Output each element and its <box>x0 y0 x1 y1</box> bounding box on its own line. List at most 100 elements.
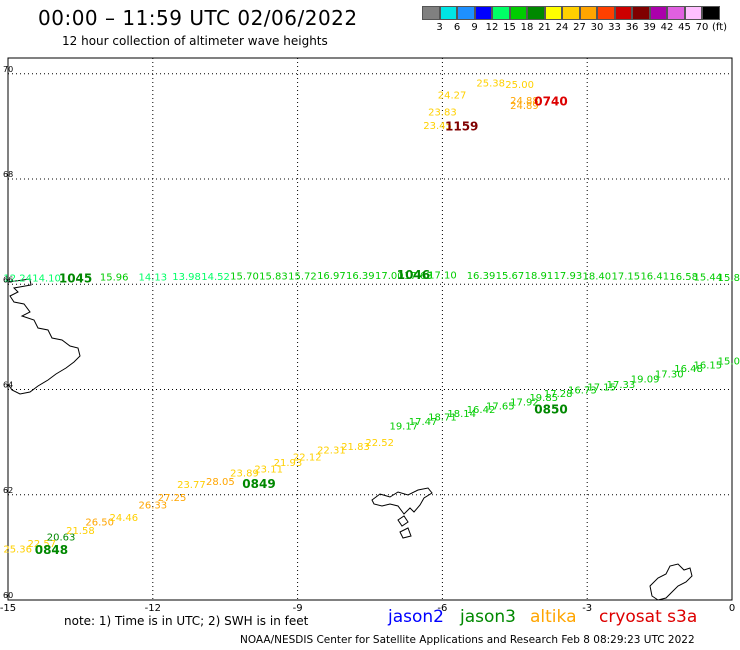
legend-label: 36 <box>625 22 639 33</box>
legend-label: 18 <box>520 22 534 33</box>
wave-height-value: 16.39 <box>467 271 496 282</box>
legend-label: 6 <box>453 22 461 33</box>
wave-height-value: 23.45 <box>423 121 452 132</box>
longitude-tick-label: -6 <box>437 603 447 614</box>
legend-label: 27 <box>573 22 586 33</box>
wave-height-value: 25.38 <box>476 78 505 89</box>
wave-height-value: 16.73 <box>568 386 597 397</box>
legend-label: 21 <box>538 22 551 33</box>
wave-height-value: 17.33 <box>607 380 636 391</box>
wave-height-value: 24.27 <box>438 91 467 102</box>
wave-height-value: 23.83 <box>428 107 457 118</box>
legend-swatch <box>632 6 650 20</box>
wave-height-value: 21.93 <box>274 458 303 469</box>
wave-height-value: 25.00 <box>505 80 534 91</box>
longitude-tick-label: -15 <box>0 603 16 614</box>
legend-swatch <box>544 6 562 20</box>
wave-height-value: 15.72 <box>288 272 317 283</box>
wave-height-value: 21.83 <box>341 442 370 453</box>
wave-height-value: 12.24 <box>3 274 32 285</box>
legend-label: 24 <box>555 22 569 33</box>
wave-height-value: 17.65 <box>486 402 515 413</box>
legend-swatch <box>614 6 632 20</box>
wave-height-value: 25.36 <box>3 545 32 556</box>
credit-line: NOAA/NESDIS Center for Satellite Applica… <box>240 634 695 646</box>
latitude-tick-label: 70 <box>3 65 13 74</box>
wave-height-value: 16.48 <box>674 364 703 375</box>
coastlines <box>7 278 693 601</box>
map-grid <box>7 57 733 601</box>
legend-label: 15 <box>503 22 516 33</box>
wave-height-value: 18.91 <box>525 271 554 282</box>
wave-height-value: 19.17 <box>389 422 418 433</box>
wave-height-value: 17.63 <box>404 271 433 282</box>
wave-height-value: 15.05 <box>718 356 740 367</box>
map-frame <box>7 57 733 601</box>
wave-height-value: 17.15 <box>611 272 640 283</box>
legend-label: 39 <box>643 22 656 33</box>
color-legend: 3 6 9 12 15 18 21 24 27 30 33 36 39 42 45 70 (ft) <box>422 6 727 34</box>
legend-label: (ft) <box>711 22 728 33</box>
wave-height-value: 20.63 <box>47 533 76 544</box>
pass-time-label: 0849 <box>242 477 275 491</box>
legend-swatch <box>702 6 720 20</box>
wave-height-value: 17.00 <box>375 271 404 282</box>
legend-label: 9 <box>471 22 478 33</box>
iceland-coast <box>7 278 81 395</box>
wave-height-value: 16.58 <box>669 272 698 283</box>
legend-swatch <box>439 6 457 20</box>
pass-time-label: 1046 <box>397 268 430 282</box>
latitude-tick-label: 64 <box>3 381 13 390</box>
shetland-coast <box>649 563 693 601</box>
latitude-tick-label: 68 <box>3 170 13 179</box>
wave-height-value: 18.14 <box>447 409 476 420</box>
legend-swatches <box>422 6 720 20</box>
legend-swatch <box>684 6 702 20</box>
legend-swatch <box>422 6 440 20</box>
map-title: 00:00 – 11:59 UTC 02/06/2022 <box>38 6 358 30</box>
wave-height-value: 15.67 <box>496 271 525 282</box>
latitude-tick-label: 62 <box>3 486 13 495</box>
wave-height-value: 14.10 <box>32 274 61 285</box>
wave-height-value: 16.39 <box>346 271 375 282</box>
wave-height-value: 18.40 <box>583 272 612 283</box>
legend-label: 12 <box>485 22 499 33</box>
wave-height-value: 17.30 <box>655 369 684 380</box>
legend-swatch <box>667 6 685 20</box>
longitude-tick-label: -12 <box>145 603 161 614</box>
legend-label: 70 <box>695 22 709 33</box>
pass-time-label: 0850 <box>534 403 567 417</box>
mission-jason3: jason3 <box>460 607 516 627</box>
legend-labels: 3 6 9 12 15 18 21 24 27 30 33 36 39 42 45 70 (ft) <box>422 20 727 34</box>
wave-height-value: 16.15 <box>694 360 723 371</box>
legend-label: 42 <box>660 22 674 33</box>
altimeter-tracks: 25.38 25.0024.2723.8323.45115924.8824.890… <box>3 78 740 557</box>
wave-height-value: 13.98 <box>172 272 201 283</box>
wave-height-value: 26.50 <box>85 517 114 528</box>
wave-height-value: 23.77 <box>177 480 206 491</box>
wave-height-value: 22.31 <box>317 446 346 457</box>
wave-height-value: 22.12 <box>293 453 322 464</box>
wave-height-value: 22.52 <box>365 438 394 449</box>
wave-height-value: 23.11 <box>254 465 283 476</box>
wave-height-value: 16.41 <box>640 272 669 283</box>
legend-swatch <box>527 6 545 20</box>
wave-height-value: 15.44 <box>694 273 723 284</box>
legend-swatch <box>509 6 527 20</box>
longitude-tick-label: 0 <box>729 603 735 614</box>
wave-height-value: 17.92 <box>510 397 539 408</box>
wave-height-value: 24.89 <box>510 101 539 112</box>
faroe-islands-coast <box>371 487 433 515</box>
wave-height-value: 23.89 <box>230 468 259 479</box>
legend-label: 45 <box>678 22 691 33</box>
wave-height-value: 15.70 <box>230 272 259 283</box>
legend-label: 33 <box>608 22 621 33</box>
legend-label: 3 <box>436 22 443 33</box>
legend-label: 30 <box>590 22 604 33</box>
wave-height-value: 14.13 <box>138 273 167 284</box>
mission-altika: altika <box>530 607 577 627</box>
pass-time-label: 0848 <box>35 543 68 557</box>
wave-height-value: 14.52 <box>201 272 230 283</box>
wave-height-value: 17.10 <box>428 270 457 281</box>
longitude-tick-label: -3 <box>582 603 592 614</box>
